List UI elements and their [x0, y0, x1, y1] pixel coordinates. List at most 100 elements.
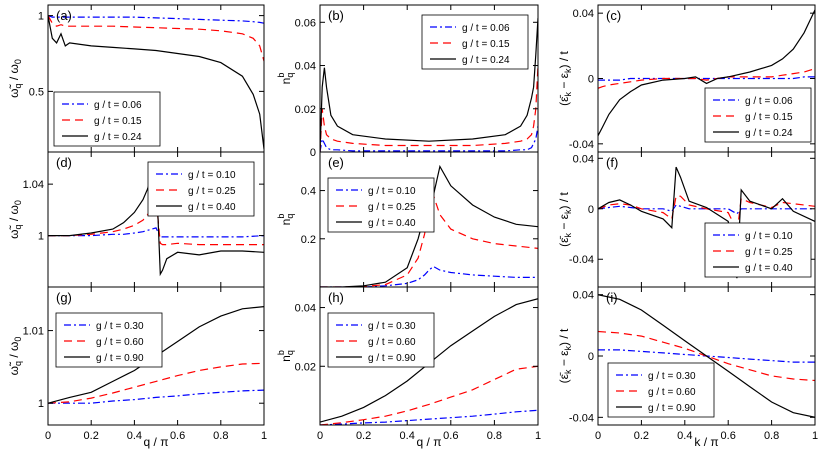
series-line-h-1	[320, 409, 538, 425]
ylabel-main: (ε̄	[557, 95, 571, 106]
series-line-c-1	[598, 76, 815, 81]
legend-entry-d-2: g / t = 0.25	[188, 186, 236, 197]
series-group-c	[598, 9, 815, 136]
ytick-label-g-1: 1.01	[23, 326, 44, 338]
legend-entry-h-2: g / t = 0.60	[368, 337, 416, 348]
panel-label-i: (i)	[606, 290, 618, 305]
legend-e: g / t = 0.10 g / t = 0.25 g / t = 0.40	[327, 177, 435, 233]
ylabel-tail-sub: 0	[13, 200, 23, 205]
series-group-b	[320, 17, 538, 152]
series-line-a-1	[48, 15, 264, 24]
series-line-f-3	[598, 166, 815, 279]
legend-entry-i-1: g / t = 0.30	[648, 371, 696, 382]
ytick-label-e-1: 0.4	[301, 186, 316, 198]
ytick-label-b-3: 0.06	[295, 17, 316, 29]
legend-entry-i-2: g / t = 0.60	[648, 387, 696, 398]
ylabel-mid: − ε	[557, 213, 571, 233]
xtick-label-g-0: 0	[45, 430, 51, 442]
panel-label-g: (g)	[56, 290, 72, 305]
legend-b: g / t = 0.06 g / t = 0.15 g / t = 0.24	[421, 14, 529, 70]
series-line-g-2	[48, 362, 264, 404]
panel-label-e: (e)	[328, 155, 344, 170]
legend-entry-g-2: g / t = 0.60	[96, 337, 144, 348]
ylabel-mid: − ε	[557, 72, 571, 92]
ylabel-mid: − ε	[557, 350, 571, 370]
xtick-label-i-3: 0.6	[721, 430, 736, 442]
series-group-f	[598, 166, 815, 279]
ylabel-sup: b	[276, 350, 286, 355]
legend-entry-f-1: g / t = 0.10	[745, 231, 793, 242]
ylabel-tail: / ω	[7, 205, 21, 224]
panel-label-c: (c)	[606, 8, 621, 23]
ylabel-h: nqb	[276, 350, 295, 362]
ylabel-sub2: k	[563, 209, 573, 214]
ylabel-b: nqb	[276, 73, 295, 85]
ytick-label-b-1: 0.02	[295, 104, 316, 116]
ylabel-tail: ) / t	[557, 50, 571, 68]
legend-entry-f-2: g / t = 0.25	[745, 247, 793, 258]
ylabel-tail: ) / t	[557, 328, 571, 346]
series-group-a	[48, 15, 264, 150]
legend-entry-e-3: g / t = 0.40	[368, 218, 416, 229]
xtick-label-h-4: 0.8	[487, 430, 502, 442]
panel-label-h: (h)	[328, 290, 344, 305]
legend-entry-c-2: g / t = 0.15	[745, 112, 793, 123]
legend-f: g / t = 0.10 g / t = 0.25 g / t = 0.40	[704, 222, 812, 278]
ytick-label-a-0: 0.5	[29, 86, 44, 98]
legend-box-e	[327, 177, 435, 233]
xtick-label-i-1: 0.2	[634, 430, 649, 442]
ytick-label-f-0: -0.04	[569, 254, 594, 266]
xtick-label-g-5: 1	[261, 430, 267, 442]
ytick-label-d-0: 1	[38, 231, 44, 243]
ylabel-sup: b	[276, 73, 286, 78]
legend-entry-g-3: g / t = 0.90	[96, 353, 144, 364]
ytick-label-c-1: 0	[588, 74, 594, 86]
ylabel-tail: / ω	[7, 64, 21, 83]
ytick-label-f-2: 0.04	[573, 153, 594, 165]
ylabel-e: nqb	[276, 214, 295, 226]
panel-label-a: (a)	[56, 8, 72, 23]
ylabel-sup: b	[276, 214, 286, 219]
series-line-f-1	[598, 204, 815, 215]
plot-frame-g	[47, 286, 265, 426]
legend-g: g / t = 0.30 g / t = 0.60 g / t = 0.90	[55, 312, 163, 368]
legend-entry-a-2: g / t = 0.15	[94, 116, 142, 127]
series-line-g-1	[48, 389, 264, 404]
series-line-d-1	[48, 227, 264, 238]
ytick-label-b-2: 0.04	[295, 61, 316, 73]
ytick-label-g-0: 1	[38, 398, 44, 410]
legend-box-f	[704, 222, 812, 278]
xtick-label-i-2: 0.4	[677, 430, 692, 442]
ytick-label-i-0: -0.04	[569, 412, 594, 424]
legend-box-a	[53, 91, 161, 147]
ylabel-tail: / ω	[7, 342, 21, 361]
ytick-label-e-0: 0.2	[301, 234, 316, 246]
legend-entry-b-3: g / t = 0.24	[462, 55, 510, 66]
ylabel-sub: k	[563, 233, 573, 238]
legend-entry-h-3: g / t = 0.90	[368, 353, 416, 364]
legend-box-d	[147, 161, 255, 217]
ytick-label-i-1: 0	[588, 351, 594, 363]
ytick-label-d-1: 1.04	[23, 179, 44, 191]
legend-box-h	[327, 312, 435, 368]
legend-c: g / t = 0.06 g / t = 0.15 g / t = 0.24	[704, 87, 812, 143]
xlabel-col-1: q / π	[144, 435, 169, 449]
ylabel-tail-sub: 0	[13, 337, 23, 342]
ylabel-sub2: k	[563, 345, 573, 350]
panel-a: 0.51 (a)ω̃q / ω0g / t = 0.06g / t = 0.15g…	[7, 4, 265, 153]
series-line-h-2	[320, 365, 538, 425]
plot-frame-h	[319, 286, 539, 426]
legend-entry-e-2: g / t = 0.25	[368, 202, 416, 213]
legend-box-i	[607, 362, 715, 418]
series-group-i	[598, 294, 815, 418]
xtick-label-i-4: 0.8	[764, 430, 779, 442]
ytick-label-c-2: 0.04	[573, 8, 594, 20]
ylabel-sub: q	[13, 225, 23, 230]
legend-a: g / t = 0.06 g / t = 0.15 g / t = 0.24	[53, 91, 161, 147]
ylabel-tail: ) / t	[557, 191, 571, 209]
ylabel-sub: q	[285, 350, 295, 355]
ylabel-sub: q	[13, 361, 23, 366]
legend-entry-a-1: g / t = 0.06	[94, 100, 142, 111]
ytick-label-h-0: 0.02	[295, 361, 316, 373]
